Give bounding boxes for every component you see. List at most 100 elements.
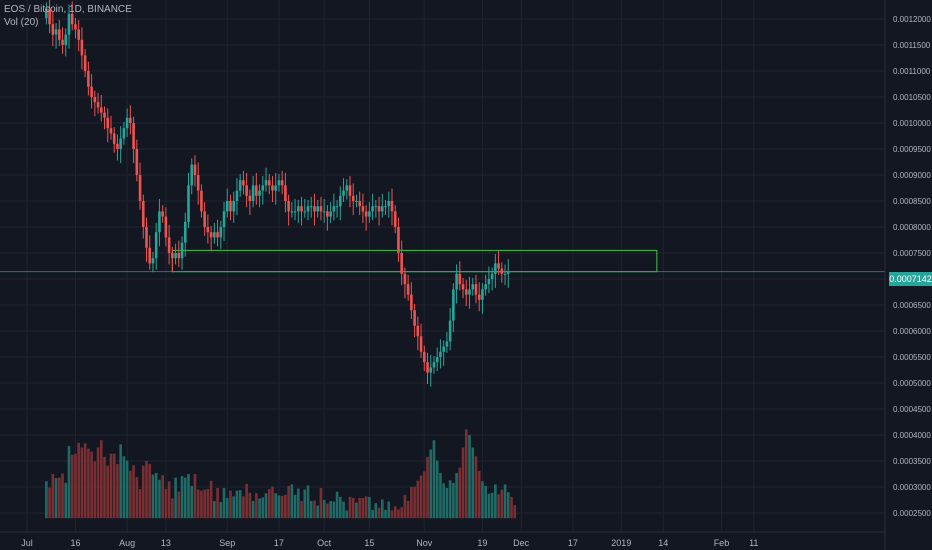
candle-body — [213, 232, 216, 238]
x-tick-label: Aug — [119, 538, 135, 548]
candle-body — [135, 149, 139, 175]
volume-bar — [145, 461, 148, 519]
candle-body — [335, 206, 339, 208]
candle-body — [203, 211, 206, 227]
symbol-legend[interactable]: EOS / Bitcoin, 1D, BINANCE — [4, 4, 132, 15]
candle-body — [309, 206, 313, 208]
volume-bar — [83, 443, 87, 519]
volume-bar — [106, 465, 110, 519]
candle-body — [461, 284, 465, 290]
volume-bar — [335, 491, 339, 519]
y-tick-label: 0.0002500 — [893, 509, 931, 518]
volume-bar — [342, 501, 345, 519]
candle-body — [264, 180, 268, 186]
volume-bar — [371, 509, 374, 519]
candle-body — [206, 227, 210, 233]
volume-bar — [87, 448, 90, 519]
candle-body — [129, 117, 132, 123]
candle-body — [141, 201, 145, 227]
volume-bar — [187, 474, 190, 519]
volume-bars — [45, 429, 517, 519]
volume-bar — [112, 453, 116, 519]
candle-body — [419, 336, 423, 352]
last-price-label: 0.0007142 — [889, 272, 932, 286]
volume-bar — [345, 510, 349, 519]
candle-body — [132, 123, 135, 149]
volume-bar — [200, 490, 203, 519]
volume-bar — [261, 497, 265, 519]
candle-body — [355, 201, 358, 202]
candle-body — [384, 206, 387, 208]
candle-body — [455, 273, 458, 290]
volume-bar — [122, 456, 126, 519]
volume-bar — [461, 447, 465, 519]
volume-bar — [109, 453, 113, 519]
volume-bar — [219, 502, 223, 519]
candle-body — [77, 29, 80, 40]
grid-lines — [0, 0, 885, 532]
volume-bar — [70, 454, 74, 519]
volume-bar — [309, 501, 313, 519]
candle-body — [297, 206, 300, 212]
volume-bar — [339, 496, 342, 519]
x-tick-label: Jul — [21, 538, 33, 548]
volume-bar — [119, 444, 122, 519]
volume-legend[interactable]: Vol (20) — [4, 17, 39, 28]
candle-body — [452, 289, 455, 321]
candle-body — [374, 206, 378, 208]
volume-bar — [290, 484, 294, 519]
candle-body — [326, 211, 329, 217]
candle-body — [116, 143, 119, 149]
candle-body — [119, 138, 122, 149]
candle-body — [290, 211, 294, 213]
volume-bar — [297, 488, 300, 519]
candle-body — [48, 8, 51, 25]
candle-body — [477, 294, 481, 300]
volume-bar — [332, 501, 336, 519]
volume-bar — [54, 478, 58, 519]
candle-body — [109, 128, 113, 134]
volume-bar — [61, 473, 64, 519]
candle-body — [422, 351, 426, 363]
volume-bar — [238, 490, 242, 519]
candle-body — [245, 185, 248, 196]
candle-body — [209, 232, 213, 238]
y-tick-label: 0.0006000 — [893, 327, 931, 336]
candle-body — [271, 185, 274, 191]
volume-bar — [242, 496, 245, 519]
x-tick-label: Feb — [714, 538, 730, 548]
y-tick-label: 0.0007500 — [893, 249, 931, 258]
volume-bar — [293, 494, 297, 519]
candle-body — [484, 284, 487, 290]
x-tick-label: 13 — [161, 538, 171, 548]
volume-bar — [138, 489, 142, 519]
candle-body — [293, 211, 297, 213]
volume-bar — [154, 472, 158, 519]
volume-bar — [316, 505, 319, 519]
candle-body — [316, 206, 319, 212]
volume-bar — [439, 472, 442, 519]
volume-bar — [51, 474, 55, 519]
time-axis[interactable]: Jul 16 Aug 13 Sep 17 Oct 15 Nov 19 Dec 17 2019 14 Feb 1… — [0, 531, 885, 548]
volume-bar — [313, 500, 316, 519]
y-tick-label: 0.0003500 — [893, 457, 931, 466]
volume-bar — [216, 488, 219, 519]
volume-bar — [381, 499, 384, 519]
volume-bar — [77, 442, 80, 519]
volume-bar — [64, 482, 68, 519]
y-tick-label: 0.0010500 — [893, 93, 931, 102]
volume-bar — [80, 447, 84, 519]
volume-bar — [455, 472, 458, 519]
x-tick-label: 17 — [568, 538, 578, 548]
candle-body — [171, 253, 174, 259]
volume-bar — [506, 492, 510, 519]
volume-bar — [361, 497, 365, 519]
candle-body — [435, 357, 439, 363]
candle-body — [125, 117, 129, 129]
candle-body — [442, 346, 445, 352]
price-axis[interactable]: 0.0012000 0.0011500 0.0011000 0.0010500 0.00… — [884, 0, 931, 550]
candle-body — [413, 310, 416, 326]
candle-body — [74, 24, 77, 30]
